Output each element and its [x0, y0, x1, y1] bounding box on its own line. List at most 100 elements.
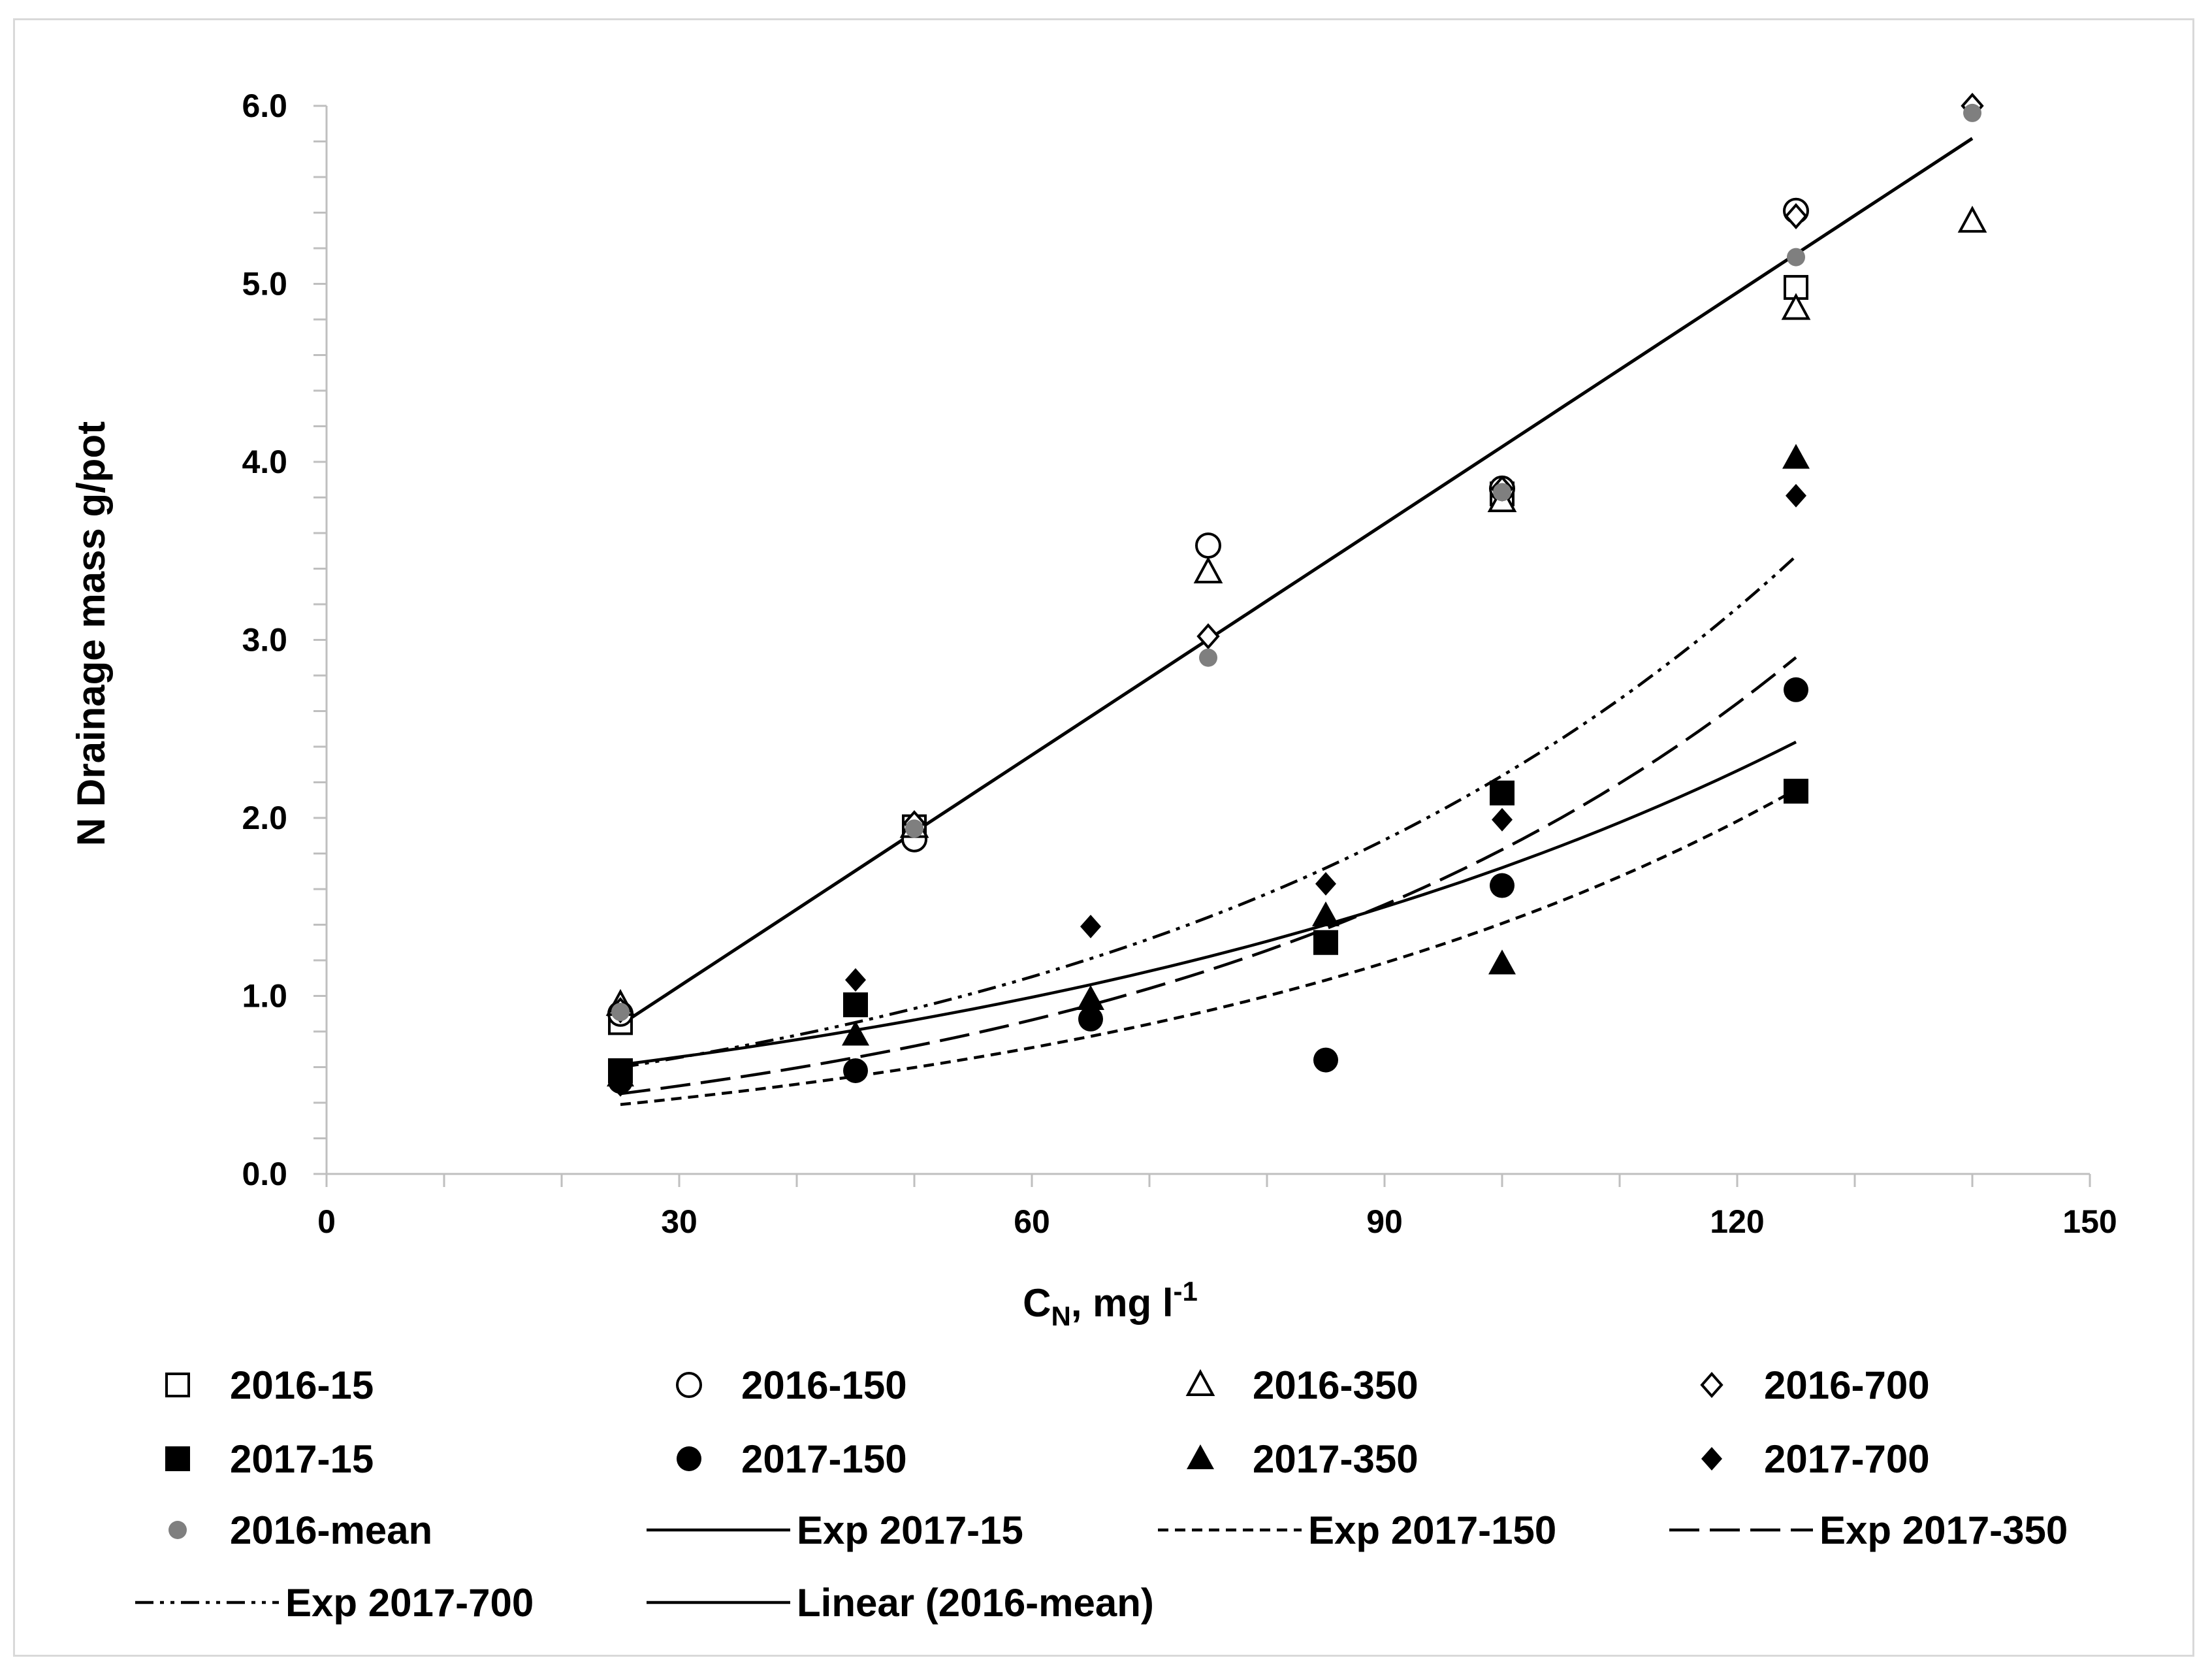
trendline-linear-2016-mean	[619, 137, 1974, 1026]
x-axis-title-main: C	[1023, 1281, 1051, 1325]
legend-entry-exp-2017-15: Exp 2017-15	[647, 1508, 1023, 1552]
axes	[313, 105, 2091, 1187]
legend-entry-2017-150: 2017-150	[677, 1437, 907, 1481]
x-tick-label: 60	[1014, 1203, 1050, 1240]
y-tick-label: 0.0	[242, 1156, 287, 1192]
x-tick-label: 120	[1710, 1203, 1764, 1240]
x-tick-label: 0	[317, 1203, 336, 1240]
data-point-2017-15	[1784, 779, 1808, 804]
legend-label: Exp 2017-15	[797, 1508, 1023, 1552]
y-tick-label: 1.0	[242, 978, 287, 1015]
data-point-2017-700	[1492, 807, 1513, 832]
legend-label: 2016-150	[741, 1363, 907, 1407]
trendline-exp-2017-150	[620, 788, 1797, 1107]
legend-entry-2016-15: 2016-15	[165, 1363, 374, 1407]
x-axis-title-sup: -1	[1174, 1276, 1198, 1307]
series-2016-150	[607, 197, 1809, 1027]
data-point-2016-350	[1193, 556, 1223, 583]
trendlines	[619, 137, 1974, 1107]
legend-entry-2016-mean: 2016-mean	[168, 1508, 432, 1552]
x-axis-title-tail: , mg l	[1071, 1281, 1174, 1325]
data-point-2017-700	[1786, 483, 1806, 508]
y-tick-label: 3.0	[242, 622, 287, 659]
data-point-2017-150	[1490, 873, 1515, 898]
y-tick-label: 4.0	[242, 444, 287, 480]
series-2016-350	[605, 205, 1987, 1016]
legend-label: 2017-350	[1253, 1437, 1419, 1481]
legend-marker	[165, 1446, 190, 1471]
data-point-2017-150	[1784, 677, 1808, 702]
data-point-2017-700	[610, 1073, 631, 1097]
y-tick-label: 5.0	[242, 266, 287, 302]
x-tick-label: 150	[2062, 1203, 2117, 1240]
series-2016-mean	[611, 103, 1981, 1022]
legend-marker	[1187, 1444, 1214, 1469]
legend-entry-exp-2017-700: Exp 2017-700	[135, 1581, 534, 1625]
data-points	[605, 92, 1987, 1097]
legend-entry-2016-350: 2016-350	[1185, 1363, 1419, 1407]
legend-label: 2017-700	[1764, 1437, 1930, 1481]
legend-entry-2017-350: 2017-350	[1187, 1437, 1419, 1481]
data-point-2016-700	[1196, 623, 1220, 650]
data-point-2016-350	[1781, 293, 1811, 320]
data-point-2017-15	[1490, 780, 1515, 805]
legend-entry-linear-2016-mean: Linear (2016-mean)	[647, 1581, 1154, 1625]
legend-marker	[168, 1521, 187, 1539]
x-axis-title-sub: N	[1051, 1301, 1070, 1331]
legend-entry-exp-2017-150: Exp 2017-150	[1158, 1508, 1556, 1552]
legend-entry-2017-15: 2017-15	[165, 1437, 374, 1481]
y-tick-label: 6.0	[242, 88, 287, 124]
legend-marker	[1700, 1371, 1723, 1399]
data-point-2016-700	[1784, 203, 1808, 229]
trendline-exp-2017-700	[620, 555, 1797, 1069]
legend-label: 2017-15	[230, 1437, 374, 1481]
legend-label: 2016-15	[230, 1363, 374, 1407]
data-point-2016-mean	[905, 819, 923, 838]
legend-marker	[677, 1446, 701, 1471]
data-point-2017-15	[843, 992, 868, 1018]
data-point-2017-150	[843, 1058, 868, 1083]
data-point-2017-350	[1488, 949, 1516, 975]
series-2017-150	[608, 677, 1808, 1094]
legend-marker	[1701, 1447, 1722, 1471]
legend-entry-exp-2017-350: Exp 2017-350	[1669, 1508, 2068, 1552]
data-point-2017-350	[1077, 984, 1104, 1010]
data-point-2017-700	[845, 968, 866, 992]
data-point-2017-700	[1080, 915, 1101, 939]
data-point-2016-mean	[1199, 648, 1217, 667]
legend-label: Exp 2017-700	[285, 1581, 534, 1625]
trendline-exp-2017-350	[620, 656, 1797, 1096]
data-point-2016-150	[1195, 532, 1221, 559]
legend-label: Exp 2017-350	[1819, 1508, 2068, 1552]
x-tick-label: 30	[661, 1203, 697, 1240]
legend-label: 2017-150	[741, 1437, 907, 1481]
legend: 2016-15 2016-150 2016-350 2016-700 2017-15 20…	[135, 1363, 2068, 1625]
x-axis-title: CN, mg l-1	[1023, 1276, 1198, 1331]
data-point-2017-350	[1312, 901, 1339, 926]
legend-label: 2016-350	[1253, 1363, 1419, 1407]
data-point-2016-mean	[1787, 248, 1805, 267]
x-tick-label: 90	[1366, 1203, 1403, 1240]
y-axis-title: N Drainage mass g/pot	[69, 421, 113, 846]
legend-marker	[165, 1373, 190, 1397]
legend-entry-2016-150: 2016-150	[676, 1363, 907, 1407]
trendline-exp-2017-15	[620, 740, 1797, 1067]
data-point-2017-15	[1313, 930, 1338, 955]
data-point-2017-150	[1313, 1047, 1338, 1073]
data-point-2017-350	[1782, 444, 1810, 469]
y-tick-label: 2.0	[242, 800, 287, 836]
chart-frame	[13, 18, 2194, 1657]
series-2017-700	[610, 483, 1806, 1097]
legend-label: 2016-700	[1764, 1363, 1930, 1407]
data-point-2016-350	[1957, 205, 1987, 233]
data-point-2016-mean	[1963, 103, 1981, 122]
legend-label: 2016-mean	[230, 1508, 432, 1552]
legend-entry-2016-700: 2016-700	[1700, 1363, 1930, 1407]
legend-label: Linear (2016-mean)	[797, 1581, 1154, 1625]
tick-labels: 0 30 60 90 120 150 0.0 1.0 2.0 3.0 4.0 5.0 6.0	[242, 88, 2117, 1240]
data-point-2017-150	[1078, 1006, 1103, 1032]
data-point-2016-mean	[1493, 483, 1511, 502]
data-point-2017-700	[1315, 871, 1336, 896]
legend-marker	[1185, 1369, 1215, 1396]
